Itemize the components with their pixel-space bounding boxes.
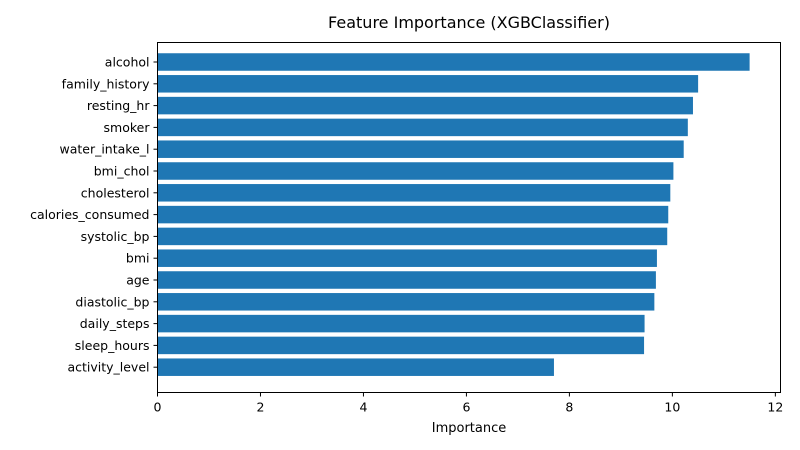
y-tick-label: bmi_chol (94, 164, 150, 179)
y-tick-label: water_intake_l (59, 142, 149, 157)
y-tick-label: activity_level (67, 360, 149, 375)
bars-group (157, 53, 750, 376)
bar-water-intake-l (157, 140, 684, 158)
bar-sleep-hours (157, 336, 645, 355)
x-tick-label: 8 (565, 400, 573, 415)
y-tick-label: diastolic_bp (75, 294, 149, 309)
bar-calories-consumed (157, 205, 669, 224)
y-tick-label: calories_consumed (30, 207, 149, 222)
x-tick-label: 12 (767, 400, 783, 415)
y-tick-label: family_history (62, 76, 150, 91)
x-tick-label: 4 (359, 400, 367, 415)
x-tick-label: 6 (462, 400, 470, 415)
bar-alcohol (157, 53, 750, 71)
bar-systolic-bp (157, 227, 668, 246)
y-tick-label: age (126, 273, 150, 288)
x-axis-label: Importance (432, 421, 507, 436)
bar-age (157, 271, 656, 289)
y-tick-label: daily_steps (80, 316, 150, 331)
y-tick-label: bmi (126, 251, 150, 266)
bar-activity-level (157, 358, 554, 376)
plot-frame (157, 42, 781, 393)
x-tick-label: 2 (256, 400, 264, 415)
bar-daily-steps (157, 314, 645, 333)
chart-title: Feature Importance (XGBClassifier) (328, 13, 610, 32)
x-tick-label: 0 (154, 400, 162, 415)
y-tick-label: systolic_bp (81, 229, 150, 244)
bar-smoker (157, 118, 688, 137)
y-tick-label: smoker (104, 120, 151, 135)
x-ticks: 0 2 4 6 8 10 12 (154, 392, 783, 415)
y-tick-label: alcohol (105, 55, 150, 70)
y-tick-label: sleep_hours (75, 338, 150, 353)
bar-diastolic-bp (157, 293, 655, 311)
bar-cholesterol (157, 184, 671, 202)
bar-family-history (157, 75, 699, 93)
bar-bmi-chol (157, 162, 674, 180)
bar-resting-hr (157, 96, 693, 115)
y-tick-label: cholesterol (81, 185, 150, 200)
x-tick-label: 10 (664, 400, 680, 415)
y-tick-label: resting_hr (87, 98, 150, 113)
bar-bmi (157, 249, 657, 267)
